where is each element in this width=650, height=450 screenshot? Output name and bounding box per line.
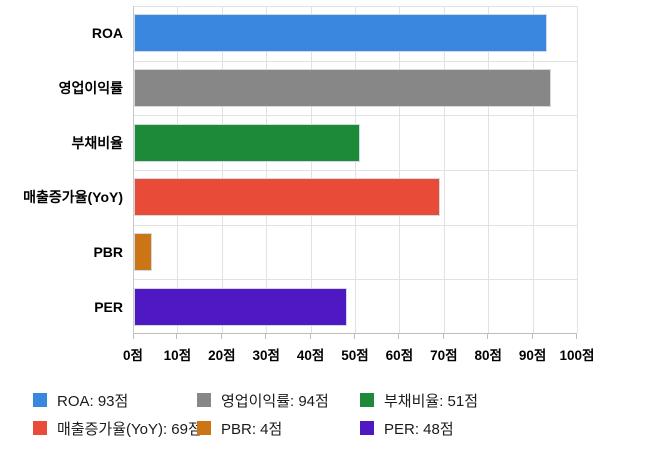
x-tick-mark bbox=[398, 334, 400, 339]
legend-swatch-icon bbox=[197, 421, 211, 435]
legend-label: PER: 48점 bbox=[384, 420, 454, 438]
x-tick-mark bbox=[487, 334, 489, 339]
category-label-pbr: PBR bbox=[93, 243, 123, 260]
legend-item-roa: ROA: 93점 bbox=[33, 390, 197, 411]
bar-operating-margin bbox=[134, 69, 552, 107]
x-axis-tick-marks bbox=[133, 334, 577, 340]
legend-item-operating-margin: 영업이익률: 94점 bbox=[197, 390, 360, 411]
category-label-roa: ROA bbox=[91, 25, 123, 42]
x-tick-label: 80점 bbox=[474, 348, 502, 363]
x-tick-label: 30점 bbox=[252, 348, 280, 363]
legend-swatch-icon bbox=[33, 421, 47, 435]
legend-label: PBR: 4점 bbox=[221, 420, 283, 438]
gridline-vertical bbox=[266, 6, 268, 333]
legend-label: 매출증가율(YoY): 69점 bbox=[57, 420, 202, 438]
x-tick-label: 100점 bbox=[559, 348, 595, 363]
legend-swatch-icon bbox=[360, 421, 374, 435]
legend-swatch-icon bbox=[360, 393, 374, 407]
x-tick-label: 70점 bbox=[430, 348, 458, 363]
x-tick-mark bbox=[133, 334, 134, 339]
x-tick-label: 60점 bbox=[385, 348, 414, 363]
x-tick-mark bbox=[265, 334, 267, 339]
x-tick-label: 40점 bbox=[296, 348, 325, 363]
gridline-vertical bbox=[577, 6, 578, 333]
gridline-horizontal bbox=[134, 224, 577, 226]
plot-area bbox=[133, 6, 578, 334]
bar-debt-ratio bbox=[134, 123, 361, 162]
gridline-horizontal bbox=[134, 6, 577, 7]
legend-item-per: PER: 48점 bbox=[360, 418, 633, 439]
legend-label: ROA: 93점 bbox=[57, 392, 129, 410]
gridline-horizontal bbox=[134, 170, 577, 171]
x-axis-tick-labels: 0점 10점 20점 30점 40점 50점 60점 70점 80점 90점 100점 bbox=[123, 344, 594, 364]
category-label-per: PER bbox=[94, 298, 123, 315]
x-tick-mark bbox=[531, 334, 533, 339]
bar-revenue-growth-yoy bbox=[134, 178, 441, 217]
legend-item-pbr: PBR: 4점 bbox=[197, 418, 360, 439]
gridline-vertical bbox=[177, 6, 179, 333]
gridline-horizontal bbox=[134, 60, 577, 62]
category-label-operating-margin: 영업이익률 bbox=[58, 79, 123, 96]
legend-swatch-icon bbox=[33, 393, 47, 407]
gridline-horizontal bbox=[134, 115, 577, 117]
x-tick-mark bbox=[576, 334, 577, 339]
legend-swatch-icon bbox=[197, 393, 211, 407]
gridline-vertical bbox=[355, 6, 356, 333]
legend-item-debt-ratio: 부채비율: 51점 bbox=[360, 390, 633, 411]
x-tick-label: 0점 bbox=[123, 348, 143, 363]
x-tick-mark bbox=[354, 334, 355, 339]
gridline-vertical bbox=[532, 6, 534, 333]
category-label-debt-ratio: 부채비율 bbox=[71, 134, 123, 151]
gridline-vertical bbox=[310, 6, 312, 333]
bar-roa bbox=[134, 14, 547, 53]
gridline-vertical bbox=[488, 6, 490, 333]
x-tick-label: 90점 bbox=[518, 348, 547, 363]
gridline-vertical bbox=[443, 6, 445, 333]
legend-label: 부채비율: 51점 bbox=[384, 392, 479, 410]
gridline-horizontal bbox=[134, 279, 577, 281]
gridline-vertical bbox=[221, 6, 223, 333]
x-tick-label: 10점 bbox=[163, 348, 192, 363]
x-tick-label: 50점 bbox=[341, 348, 369, 363]
gridline-vertical bbox=[399, 6, 401, 333]
bar-per bbox=[134, 287, 348, 326]
legend-item-revenue-growth-yoy: 매출증가율(YoY): 69점 bbox=[33, 418, 202, 439]
x-tick-mark bbox=[220, 334, 222, 339]
x-tick-label: 20점 bbox=[208, 348, 236, 363]
bar-pbr bbox=[134, 233, 152, 271]
legend-label: 영업이익률: 94점 bbox=[221, 392, 329, 410]
x-tick-mark bbox=[309, 334, 311, 339]
x-tick-mark bbox=[442, 334, 444, 339]
x-tick-mark bbox=[176, 334, 178, 339]
category-label-revenue-growth-yoy: 매출증가율(YoY) bbox=[23, 189, 123, 206]
